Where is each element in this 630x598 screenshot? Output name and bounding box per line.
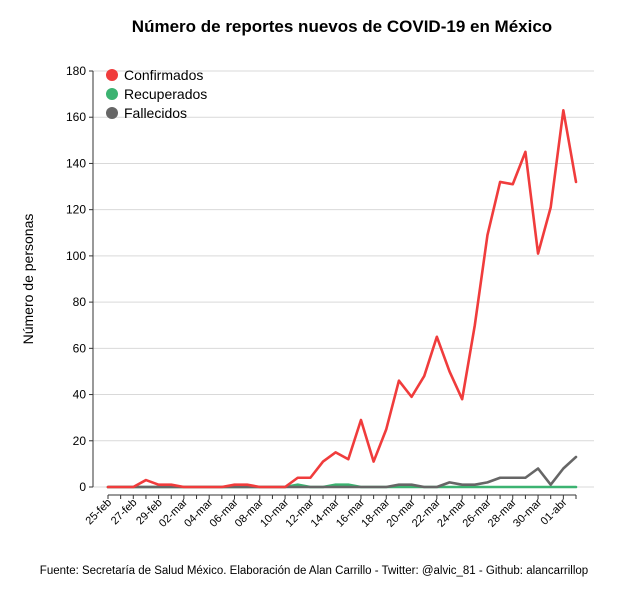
chart-title: Número de reportes nuevos de COVID-19 en… bbox=[132, 17, 552, 36]
gridlines bbox=[93, 70, 594, 488]
x-tick-label: 01-abr bbox=[539, 496, 570, 527]
x-tick-label: 27-feb bbox=[109, 497, 140, 528]
y-tick-label: 120 bbox=[66, 203, 86, 217]
legend-label-recuperados: Recuperados bbox=[124, 86, 207, 102]
legend-label-confirmados: Confirmados bbox=[124, 67, 203, 83]
series-line-confirmados bbox=[106, 108, 578, 489]
legend-label-fallecidos: Fallecidos bbox=[124, 105, 187, 121]
legend-marker-recuperados bbox=[106, 88, 118, 100]
series-lines bbox=[106, 108, 578, 489]
legend: Confirmados Recuperados Fallecidos bbox=[106, 67, 207, 121]
y-axis: 0 20 40 60 80 100 120 140 160 180 bbox=[66, 64, 94, 494]
legend-marker-fallecidos bbox=[106, 107, 118, 119]
source-caption: Fuente: Secretaría de Salud México. Elab… bbox=[40, 565, 588, 577]
x-tick-label: 30-mar bbox=[511, 496, 544, 529]
series-line-fallecidos bbox=[106, 455, 578, 489]
y-axis-label: Número de personas bbox=[20, 214, 36, 345]
y-tick-label: 140 bbox=[66, 156, 86, 170]
y-tick-label: 100 bbox=[66, 249, 86, 263]
x-axis: 25-feb27-feb29-feb02-mar04-mar06-mar08-m… bbox=[84, 494, 577, 530]
x-tick-label: 25-feb bbox=[84, 497, 115, 528]
y-tick-label: 160 bbox=[66, 110, 86, 124]
legend-marker-confirmados bbox=[106, 69, 118, 81]
y-tick-label: 60 bbox=[73, 341, 87, 355]
y-tick-label: 20 bbox=[73, 434, 87, 448]
y-tick-label: 180 bbox=[66, 64, 86, 78]
y-tick-label: 0 bbox=[79, 480, 86, 494]
y-tick-label: 80 bbox=[73, 295, 87, 309]
y-tick-label: 40 bbox=[73, 388, 87, 402]
